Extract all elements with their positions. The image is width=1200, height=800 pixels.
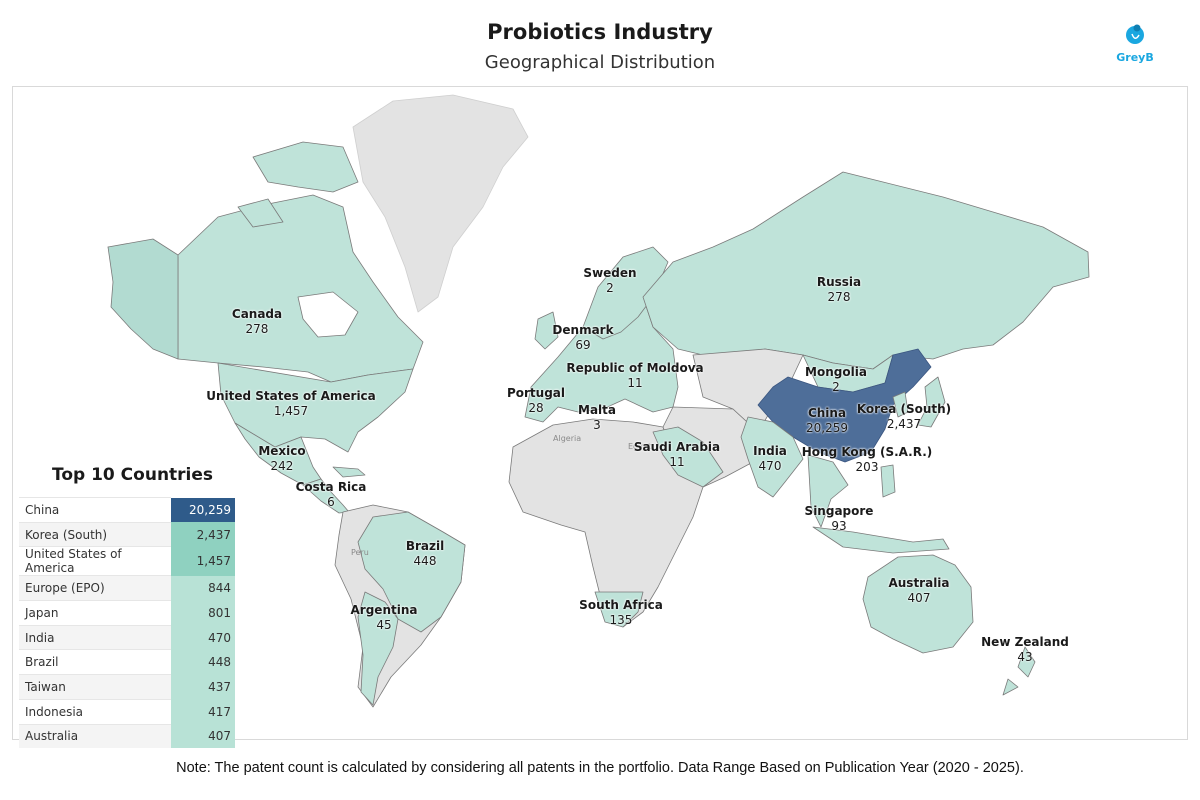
footer-note: Note: The patent count is calculated by …: [176, 760, 1024, 776]
page-title: Probiotics Industry: [487, 20, 713, 44]
africa-shape: [508, 418, 704, 628]
map-label-argentina: Argentina 45: [350, 603, 418, 632]
map-label-costa-rica: Costa Rica 6: [295, 480, 367, 509]
country-cell: Japan: [19, 600, 171, 626]
alaska-shape: [107, 238, 179, 360]
top-countries-table: China 20,259 Korea (South) 2,437 United St…: [19, 497, 235, 749]
uk-shape: [534, 311, 559, 350]
country-cell: Korea (South): [19, 521, 171, 547]
country-cell: Australia: [19, 723, 171, 749]
map-label-south-africa: South Africa 135: [579, 598, 663, 627]
map-label-hong-kong: Hong Kong (S.A.R.) 203: [801, 445, 933, 474]
greyb-logo-icon: [1126, 24, 1144, 44]
brand-name: GreyB: [1116, 51, 1154, 64]
value-cell: 1,457: [171, 546, 235, 576]
map-label-usa: United States of America 1,457: [206, 389, 376, 418]
south-africa-shape: [594, 591, 644, 628]
country-cell: United States of America: [19, 546, 171, 576]
china-shape: [757, 348, 932, 463]
map-label-australia: Australia 407: [888, 576, 950, 605]
top-countries-title: Top 10 Countries: [52, 465, 214, 485]
map-canvas: Algeria Peru Egypt: [107, 94, 1090, 708]
new-zealand-shape: [1002, 646, 1036, 696]
table-row[interactable]: Europe (EPO) 844: [19, 575, 235, 601]
hudson-bay-shape: [297, 291, 359, 338]
australia-shape: [862, 554, 974, 654]
map-label-malta: Malta 3: [578, 403, 616, 432]
country-cell: Taiwan: [19, 674, 171, 700]
map-label-portugal: Portugal 28: [506, 386, 566, 415]
map-label-china: China 20,259: [806, 406, 848, 435]
country-cell: Europe (EPO): [19, 575, 171, 601]
value-cell: 437: [171, 674, 235, 700]
table-row[interactable]: China 20,259: [19, 497, 235, 523]
value-cell: 448: [171, 649, 235, 675]
value-cell: 2,437: [171, 522, 235, 547]
southeast-asia-shape: [807, 454, 849, 528]
map-label-mexico: Mexico 242: [258, 444, 306, 473]
canada-islands-shape: [237, 141, 359, 228]
table-row[interactable]: India 470: [19, 624, 235, 650]
table-row[interactable]: Brazil 448: [19, 649, 235, 675]
table-row[interactable]: Indonesia 417: [19, 698, 235, 724]
russia-shape: [642, 171, 1090, 370]
philippines-shape: [880, 464, 896, 498]
page-subtitle: Geographical Distribution: [484, 52, 716, 73]
table-row[interactable]: Japan 801: [19, 600, 235, 626]
map-label-korea-south: Korea (South) 2,437: [856, 402, 952, 431]
map-label-saudi-arabia: Saudi Arabia 11: [633, 440, 721, 469]
map-label-mongolia: Mongolia 2: [805, 365, 867, 394]
table-row[interactable]: Australia 407: [19, 723, 235, 749]
brand-logo: GreyB: [1112, 22, 1158, 64]
map-label-singapore: Singapore 93: [804, 504, 874, 533]
greenland-shape: [352, 94, 529, 313]
map-label-brazil: Brazil 448: [405, 539, 445, 568]
algeria-bg-label: Algeria: [553, 434, 581, 443]
value-cell: 470: [171, 625, 235, 650]
korea-shape: [892, 391, 909, 418]
india-shape: [740, 416, 804, 498]
country-cell: Indonesia: [19, 698, 171, 724]
map-label-canada: Canada 278: [231, 307, 283, 336]
caribbean-shape: [332, 466, 366, 478]
value-cell: 20,259: [171, 497, 235, 523]
value-cell: 801: [171, 600, 235, 626]
country-cell: China: [19, 497, 171, 523]
brazil-shape: [357, 511, 466, 633]
central-america-shape: [302, 478, 350, 514]
egypt-bg-label: Egypt: [628, 442, 651, 451]
map-label-sweden: Sweden 2: [583, 266, 637, 295]
peru-bg-label: Peru: [351, 548, 369, 557]
map-label-moldova: Republic of Moldova 11: [566, 361, 704, 390]
country-cell: India: [19, 624, 171, 650]
japan-shape: [917, 376, 946, 428]
value-cell: 417: [171, 699, 235, 724]
saudi-arabia-shape: [652, 426, 724, 488]
map-label-denmark: Denmark 69: [552, 323, 614, 352]
map-label-new-zealand: New Zealand 43: [981, 635, 1069, 664]
map-label-russia: Russia 278: [816, 275, 862, 304]
table-row[interactable]: Taiwan 437: [19, 674, 235, 700]
country-cell: Brazil: [19, 649, 171, 675]
table-row[interactable]: Korea (South) 2,437: [19, 521, 235, 547]
indonesia-shape: [812, 526, 950, 554]
map-label-india: India 470: [753, 444, 787, 473]
table-row[interactable]: United States of America 1,457: [19, 546, 235, 576]
value-cell: 407: [171, 724, 235, 749]
argentina-shape: [357, 591, 399, 706]
value-cell: 844: [171, 575, 235, 601]
